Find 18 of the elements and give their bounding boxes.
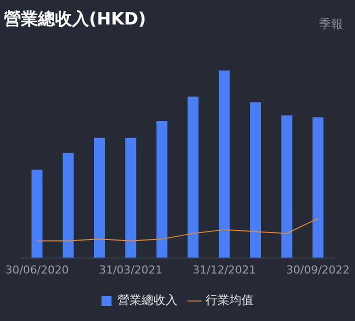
bar <box>218 70 230 258</box>
x-tick-label: 30/09/2022 <box>286 263 350 276</box>
bar <box>62 152 74 258</box>
chart-title: 營業總收入(HKD) <box>4 10 146 30</box>
bar <box>188 96 199 258</box>
bar <box>32 170 42 258</box>
bar <box>281 115 292 258</box>
bar <box>94 138 105 258</box>
x-tick-label: 31/12/2021 <box>192 263 256 276</box>
legend-label: 營業總收入 <box>118 293 178 308</box>
bar <box>312 117 324 258</box>
bar <box>156 121 168 258</box>
bar <box>125 138 136 258</box>
x-tick-label: 31/03/2021 <box>98 263 162 276</box>
legend-label: 行業均值 <box>206 293 254 308</box>
text: 季報 <box>319 17 343 32</box>
x-tick-label: 30/06/2020 <box>5 263 69 276</box>
bar <box>250 102 261 258</box>
